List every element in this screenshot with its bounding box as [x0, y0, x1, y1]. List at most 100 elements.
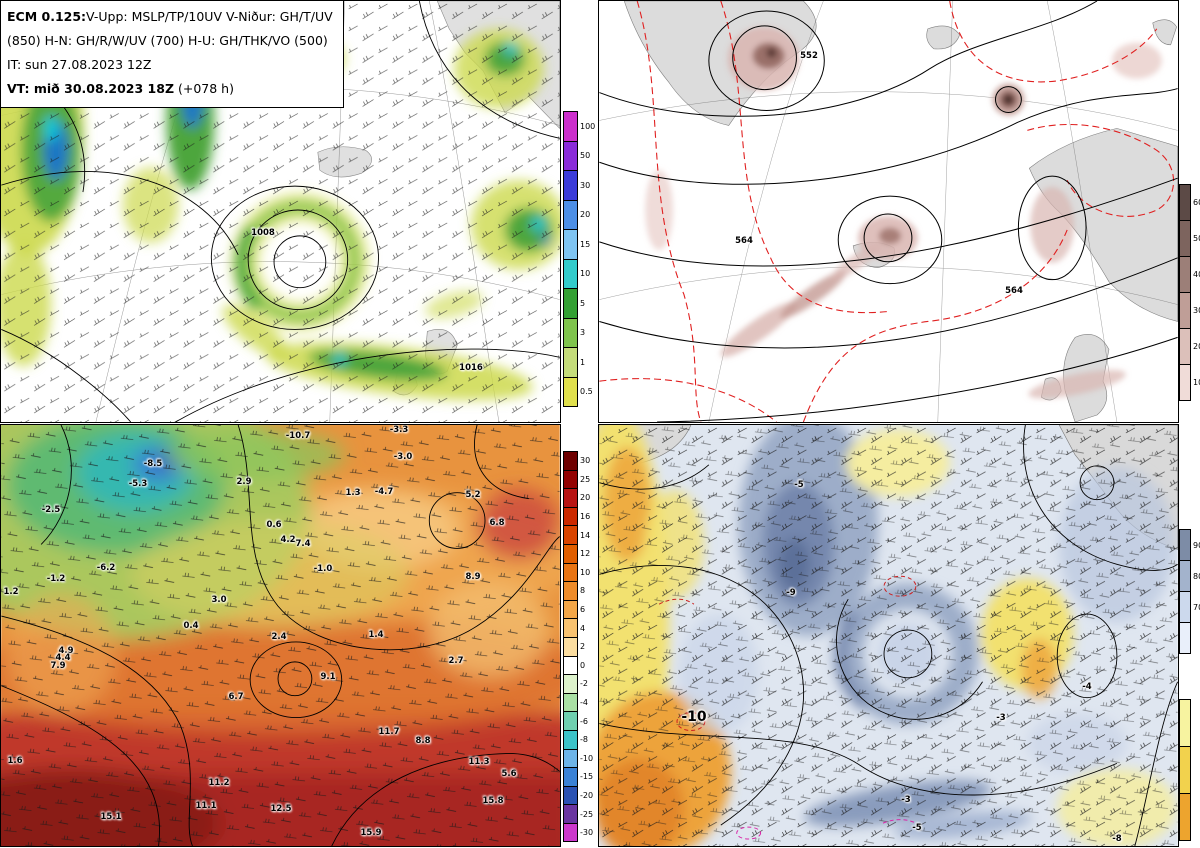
colorbar-tick-label: 15 [580, 239, 591, 249]
colorbar-cell [1179, 328, 1191, 365]
colorbar-cell [563, 599, 578, 620]
colorbar-cell [563, 822, 578, 843]
colorbar-tick-label: 0 [580, 660, 586, 670]
colorbar-tick-label: 20 [580, 493, 591, 503]
thickness-contours-dashed [599, 1, 1175, 422]
land-shapes [623, 1, 1178, 422]
colorbar-cell [563, 140, 578, 171]
colorbar-tick-label: 6 [580, 605, 586, 615]
colorbar-cell [563, 729, 578, 750]
colorbar-tick-label: -20 [580, 790, 594, 800]
colorbar-tick-label: 2 [580, 642, 586, 652]
colorbar-tick-label: -15 [580, 772, 594, 782]
vorticity-shading [645, 26, 1162, 399]
colorbar-cell [1179, 220, 1191, 257]
height-contours [1, 425, 560, 846]
colorbar-tick-label: 4 [580, 623, 586, 633]
colorbar-cell [563, 692, 578, 713]
colorbar-tick-label: 10 [580, 269, 591, 279]
colorbar-tick-label: 90 [1193, 540, 1200, 550]
colorbar-cell [563, 711, 578, 731]
colorbar-tick-label: -30 [580, 828, 594, 838]
colorbar-cell [563, 347, 578, 378]
humidity-map-canvas [599, 425, 1178, 846]
colorbar-tick-label: 70 [1193, 602, 1200, 612]
colorbar-tick-label: 10 [580, 567, 591, 577]
colorbar-cell [1179, 746, 1191, 794]
colorbar-cell [563, 258, 578, 289]
colorbar-tick-label: 30 [1193, 306, 1200, 315]
magenta-dashed-contours [736, 819, 921, 840]
colorbar-cell [563, 488, 578, 508]
colorbar-cell [1179, 560, 1191, 592]
colorbar-tick-label: 20 [1193, 342, 1200, 351]
colorbar: 100 50 30 20 15 10 5 3 1 0.5 [563, 111, 596, 407]
run-info-box: ECM 0.125:V-Upp: MSLP/TP/10UV V-Niður: G… [0, 0, 344, 108]
colorbar-cell [563, 525, 578, 545]
colorbar-cell [563, 636, 578, 657]
colorbar-tick-label: -4 [580, 698, 588, 708]
colorbar-tick-label: 0.5 [580, 387, 593, 397]
colorbar-cell [1179, 529, 1191, 561]
colorbar-cell [563, 748, 578, 769]
colorbar-cell [563, 804, 578, 824]
colorbar-tick-label: 3 [580, 328, 586, 338]
colorbar-cell [563, 618, 578, 638]
colorbar-cell [1179, 622, 1191, 654]
panel-gh-r-w-uv: -5 -9 -4 -10 -3 -3 -5 -8 [598, 424, 1179, 847]
colorbar-cell [1179, 699, 1191, 747]
colorbar-tick-label: 50 [1193, 234, 1200, 243]
init-time: IT: sun 27.08.2023 12Z [7, 57, 152, 72]
wind-barbs-texture-2 [599, 425, 1178, 846]
title-line-2: (850) H-N: GH/R/W/UV (700) H-U: GH/THK/V… [7, 33, 328, 48]
colorbar-tick-label: -25 [580, 809, 594, 819]
colorbar-tick-label: 100 [580, 121, 596, 131]
colorbar-tick-label: -6 [580, 716, 588, 726]
colorbar-cell [563, 581, 578, 601]
colorbar-cell [563, 199, 578, 230]
colorbar-tick-label: 1 [580, 357, 586, 367]
colorbar-cell [563, 767, 578, 787]
colorbar-cell [563, 376, 578, 407]
colorbar-tick-label: 20 [580, 210, 591, 220]
upper-panels-desc: V-Upp: MSLP/TP/10UV V-Niður: GH/T/UV [86, 9, 333, 24]
height-contours [599, 425, 1178, 846]
colorbar-tick-label: -10 [580, 753, 594, 763]
panel-gh-t-uv: -10.7 -3.3 -3.0 -8.5 2.9 -5.3 1.3 -4.7 5.2 -2.5 6.… [0, 424, 561, 847]
colorbar-tick-label: 25 [580, 474, 591, 484]
colorbar-cell [1179, 364, 1191, 401]
colorbar [1179, 699, 1193, 841]
colorbar-tick-label: 40 [1193, 270, 1200, 279]
temperature-map-canvas [1, 425, 560, 846]
colorbar: 30 25 20 16 14 12 10 8 6 4 2 0 -2 -4 -6 -8 -10 -15 -20 -25-… [563, 451, 594, 843]
colorbar-tick-label: 16 [580, 512, 591, 522]
colorbar-cell [1179, 256, 1191, 293]
colorbar: 60 50 40 30 20 10 [1179, 184, 1200, 401]
colorbar-cell [563, 674, 578, 694]
colorbar-tick-label: 8 [580, 586, 586, 596]
title-line-1: ECM 0.125:V-Upp: MSLP/TP/10UV V-Niður: G… [7, 5, 333, 29]
wind-barbs-texture [1, 425, 560, 846]
colorbar: 90 80 70 [1179, 529, 1200, 654]
colorbar-tick-label: 14 [580, 530, 591, 540]
colorbar-cell [1179, 292, 1191, 329]
colorbar-tick-label: 5 [580, 298, 586, 308]
colorbar-cell [563, 170, 578, 201]
colorbar-cell [563, 469, 578, 490]
colorbar-cell [563, 451, 578, 471]
colorbar-tick-label: 30 [580, 180, 591, 190]
vorticity-map-canvas [599, 1, 1178, 422]
colorbar-tick-label: 30 [580, 456, 591, 466]
colorbar-cell [563, 543, 578, 564]
colorbar-cell [563, 562, 578, 583]
red-dashed-contours [658, 575, 917, 732]
colorbar-tick-label: -2 [580, 679, 588, 689]
model-name: ECM 0.125: [7, 9, 87, 24]
colorbar-cell [1179, 793, 1191, 841]
colorbar-cell [563, 317, 578, 348]
lead-time: (+078 h) [174, 81, 234, 96]
colorbar-cell [563, 111, 578, 142]
colorbar-tick-label: 60 [1193, 198, 1200, 207]
colorbar-cell [1179, 591, 1191, 623]
